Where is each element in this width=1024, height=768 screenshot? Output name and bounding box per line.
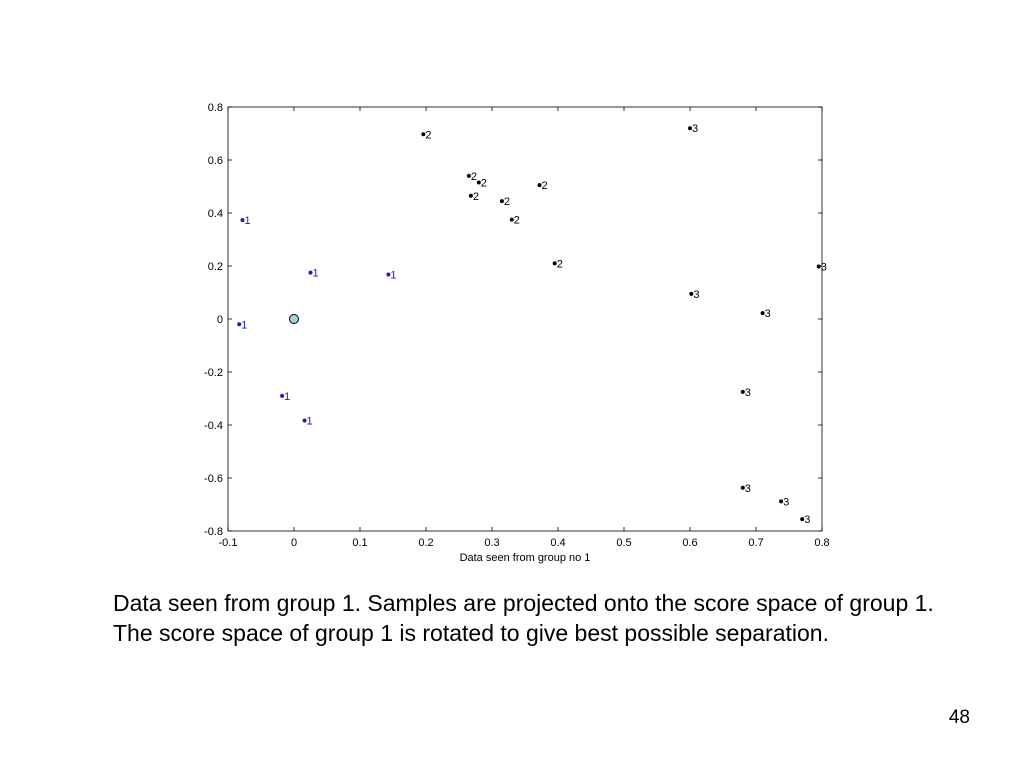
data-point-group-3 [688, 126, 692, 131]
data-point-group-3 [800, 517, 805, 522]
data-point-group-3 [760, 311, 765, 316]
data-point-group-2 [421, 132, 426, 137]
point-label: 1 [245, 215, 251, 227]
point-label: 2 [542, 180, 548, 192]
point-label: 3 [804, 514, 810, 526]
point-label: 3 [765, 308, 771, 320]
point-label: 3 [745, 387, 751, 399]
plot-area [227, 106, 823, 532]
point-label: 1 [313, 268, 319, 280]
point-label: 2 [473, 191, 479, 203]
data-point-group-1 [237, 322, 242, 327]
x-tick-label: 0.5 [616, 537, 631, 549]
point-label: 2 [557, 258, 563, 270]
x-tick-label: 0.8 [814, 537, 829, 549]
data-point-group-2 [509, 217, 514, 222]
x-tick-label: 0.6 [682, 537, 697, 549]
x-tick-label: 0.3 [484, 537, 499, 549]
y-tick-label: 0.8 [208, 102, 223, 114]
center-marker [289, 314, 299, 324]
y-tick-label: 0.4 [208, 208, 223, 220]
point-label: 2 [514, 215, 520, 227]
point-label: 3 [745, 483, 751, 495]
y-tick-label: -0.2 [204, 367, 223, 379]
x-tick-label: 0 [291, 537, 297, 549]
data-point-group-2 [499, 199, 504, 204]
caption-text: Data seen from group 1. Samples are proj… [113, 590, 934, 646]
data-point-group-3 [816, 264, 821, 269]
x-tick-label: 0.4 [550, 537, 565, 549]
y-tick-label: -0.8 [204, 526, 223, 538]
y-tick-label: -0.6 [204, 473, 223, 485]
data-point-group-3 [689, 291, 694, 296]
data-point-group-1 [240, 218, 245, 223]
point-label: 1 [241, 319, 247, 331]
point-label: 2 [425, 129, 431, 141]
point-label: 1 [390, 269, 396, 281]
point-label: 1 [284, 391, 290, 403]
x-tick-label: -0.1 [219, 537, 238, 549]
y-tick-label: 0 [217, 314, 223, 326]
y-tick-label: 0.6 [208, 155, 223, 167]
point-label: 1 [307, 415, 313, 427]
point-label: 3 [692, 123, 698, 135]
data-point-group-3 [740, 389, 745, 394]
x-tick-label: 0.2 [418, 537, 433, 549]
y-tick-label: 0.2 [208, 261, 223, 273]
data-point-group-2 [476, 180, 481, 185]
data-point-group-1 [280, 393, 285, 398]
point-label: 3 [821, 262, 827, 274]
data-point-group-3 [740, 485, 745, 490]
tick-layer: -0.1 0 0.1 0.2 0.3 0.4 0.5 0.6 0.7 0.8 -0.8 -0.6 -0.… [204, 102, 830, 549]
point-label: 2 [471, 171, 477, 183]
data-point-group-2 [537, 183, 542, 188]
scatter-chart: -0.1 0 0.1 0.2 0.3 0.4 0.5 0.6 0.7 0.8 -0.8 -0.6 -0.… [204, 102, 830, 564]
data-point-group-1 [386, 272, 391, 277]
data-point-group-2 [552, 261, 557, 266]
point-label: 2 [481, 178, 487, 190]
point-label: 3 [693, 289, 699, 301]
x-tick-label: 0.1 [352, 537, 367, 549]
x-axis-title: Data seen from group no 1 [460, 552, 591, 564]
data-point-group-3 [779, 499, 784, 504]
y-tick-label: -0.4 [204, 420, 223, 432]
point-label: 3 [783, 496, 789, 508]
data-point-group-1 [302, 418, 307, 423]
data-point-group-2 [468, 193, 473, 198]
point-label: 2 [504, 196, 510, 208]
data-point-group-1 [308, 270, 313, 275]
x-tick-label: 0.7 [748, 537, 763, 549]
page-number: 48 [948, 707, 970, 728]
data-point-group-2 [466, 173, 471, 178]
